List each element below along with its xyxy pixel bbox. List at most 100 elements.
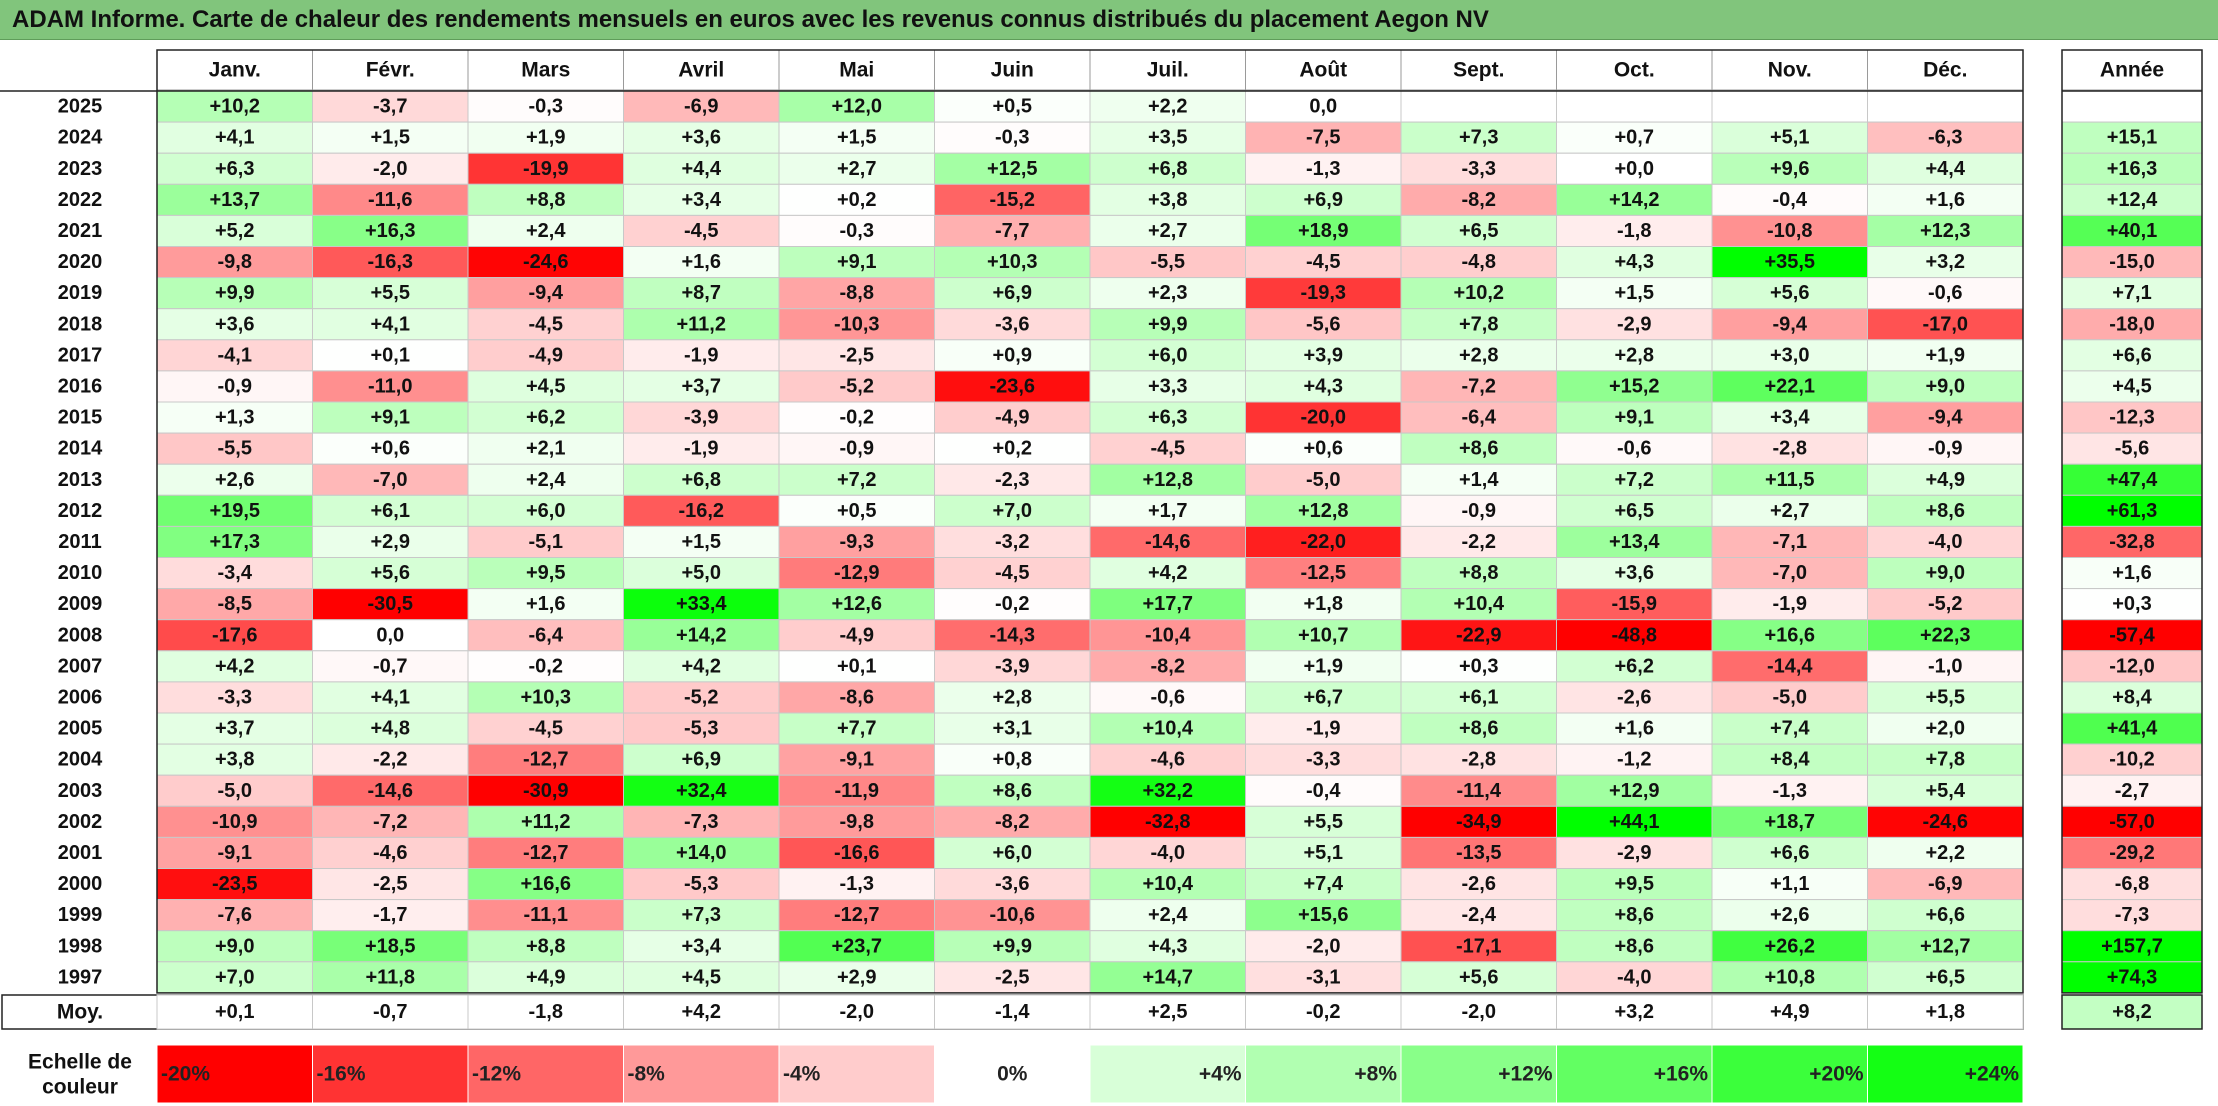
scale-stop-label: -8% [628,1063,666,1086]
cell-value: +1,6 [682,251,721,273]
cell-value: +7,2 [1615,469,1654,491]
cell-value: -20,0 [1300,407,1346,429]
heatmap-cell [1400,961,1557,994]
cell-value: -2,9 [1617,842,1651,864]
average-label: Moy. [57,1001,103,1024]
cell-value: +10,2 [1453,282,1504,304]
heatmap-cell [312,774,469,807]
cell-value: +12,7 [1920,935,1971,957]
heatmap-cell [156,774,313,807]
cell-value: -4,5 [1306,251,1340,273]
heatmap-cell [623,277,780,310]
cell-value: -15,2 [989,189,1035,211]
cell-value: +4,5 [526,375,565,397]
cell-value: +3,5 [1148,127,1187,149]
heatmap-cell [778,121,935,154]
heatmap-cell [1556,494,1713,527]
cell-value: +3,0 [1770,344,1809,366]
heatmap-cell [1245,90,1402,123]
heatmap-cell [1089,308,1246,341]
cell-value: -12,7 [523,749,569,771]
average-cell [623,994,780,1030]
cell-value: +14,2 [676,624,727,646]
heatmap-cell [934,650,1091,683]
cell-value: -14,3 [989,624,1035,646]
title-bar: ADAM Informe. Carte de chaleur des rende… [0,0,2218,40]
year-label: 2020 [58,251,103,273]
cell-value: -7,2 [1462,375,1496,397]
cell-value: +8,8 [526,935,565,957]
cell-value: +7,3 [682,904,721,926]
annual-value: -29,2 [2109,842,2155,864]
cell-value: +23,7 [831,935,882,957]
annual-value: +6,6 [2112,344,2151,366]
average-value: -2,0 [840,1001,874,1023]
heatmap-cell [467,930,624,963]
scale-swatch [778,1044,935,1104]
cell-value: +12,8 [1142,469,1193,491]
cell-value: +2,6 [215,469,254,491]
cell-value: +2,4 [1148,904,1188,926]
heatmap-cell [156,432,313,465]
scale-swatch [623,1044,780,1104]
heatmap-cell [1867,899,2024,932]
heatmap-cell [1711,339,1868,372]
heatmap-cell [778,494,935,527]
cell-value: +2,9 [837,966,876,988]
cell-value: +3,7 [682,375,721,397]
cell-value: -4,6 [373,842,407,864]
average-annual-cell [2061,994,2203,1030]
cell-value: +9,9 [1148,313,1187,335]
year-label: 2013 [58,469,103,491]
heatmap-cell [623,432,780,465]
year-label: 1998 [58,935,103,957]
cell-value: +9,1 [1615,407,1654,429]
heatmap-cell [1556,277,1713,310]
annual-value: +16,3 [2107,158,2158,180]
cell-value: -10,3 [834,313,880,335]
cell-value: +6,3 [1148,407,1187,429]
cell-value: +10,3 [987,251,1038,273]
cell-value: +3,4 [682,189,722,211]
cell-value: -9,1 [218,842,252,864]
cell-value: -4,5 [995,562,1029,584]
heatmap-cell [934,774,1091,807]
heatmap-cell [1556,588,1713,621]
cell-value: -23,5 [212,873,258,895]
annual-value: -6,8 [2115,873,2149,895]
heatmap-cell [1400,774,1557,807]
annual-cell [2061,308,2203,341]
scale-swatch [1245,1044,1402,1104]
month-header-cell [1867,49,2024,91]
month-header: Juin [991,59,1034,82]
cell-value: -4,9 [529,344,563,366]
heatmap-cell [1711,774,1868,807]
annual-header: Année [2100,59,2164,82]
cell-value: +9,9 [215,282,254,304]
cell-value: -6,4 [1462,407,1497,429]
cell-value: -1,9 [1306,718,1340,740]
heatmap-cell [312,121,469,154]
cell-value: -5,1 [529,531,563,553]
month-header: Nov. [1768,59,1812,82]
cell-value: +8,6 [1926,500,1965,522]
cell-value: +5,5 [1926,686,1965,708]
year-label: 2001 [58,842,103,864]
cell-value: +3,2 [1926,251,1965,273]
cell-value: -3,7 [373,96,407,118]
cell-value: +32,4 [676,780,727,802]
annual-cell [2061,774,2203,807]
cell-value: +6,3 [215,158,254,180]
cell-value: +2,9 [371,531,410,553]
cell-value: +22,1 [1764,375,1815,397]
heatmap-cell [1400,121,1557,154]
heatmap-cell [467,650,624,683]
heatmap-cell [1245,557,1402,590]
cell-value: -16,3 [367,251,413,273]
average-cell [778,994,935,1030]
cell-value: 0,0 [1309,96,1337,118]
heatmap-cell [467,183,624,216]
cell-value: +6,0 [1148,344,1187,366]
heatmap-cell [156,90,313,123]
cell-value: -7,6 [218,904,252,926]
